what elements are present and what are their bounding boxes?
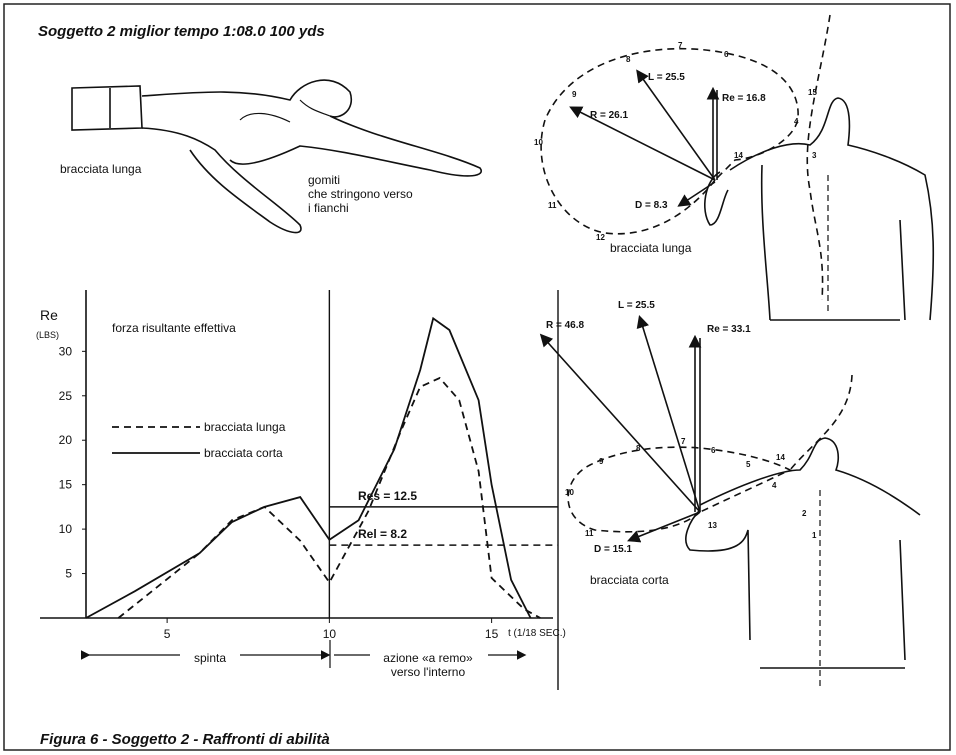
y-tick-label: 25 [59, 389, 73, 403]
point-number: 10 [565, 488, 574, 497]
vector-label: R = 26.1 [590, 110, 629, 121]
point-number: 7 [678, 41, 683, 50]
point-number: 15 [808, 88, 817, 97]
y-tick-label: 20 [59, 433, 73, 447]
point-number: 9 [572, 90, 577, 99]
point-number: 3 [812, 151, 817, 160]
y-axis-unit: (LBS) [36, 330, 59, 340]
x-tick-label: 15 [485, 627, 499, 641]
phase-label: azione «a remo» [383, 651, 473, 665]
figure-heading: Soggetto 2 miglior tempo 1:08.0 100 yds [38, 23, 325, 40]
illustration-label: bracciata lunga [60, 162, 142, 176]
vector-label: R = 46.8 [546, 320, 585, 331]
vector-label: D = 8.3 [635, 200, 668, 211]
phase-label: spinta [194, 651, 226, 665]
series-line [86, 318, 531, 618]
point-number: 9 [599, 457, 604, 466]
point-number: 7 [681, 437, 686, 446]
illustration-note: i fianchi [308, 201, 349, 215]
swimmer-illustration [72, 80, 481, 232]
y-tick-label: 10 [59, 522, 73, 536]
point-number: 2 [802, 509, 807, 518]
x-tick-label: 10 [323, 627, 337, 641]
x-tick-label: 5 [164, 627, 171, 641]
frame [4, 4, 950, 750]
point-number: 5 [746, 460, 751, 469]
vector-label: D = 15.1 [594, 544, 633, 555]
vector-label: Re = 33.1 [707, 324, 751, 335]
point-number: 6 [711, 446, 716, 455]
point-number: 8 [626, 55, 631, 64]
y-tick-label: 15 [59, 478, 73, 492]
diagram-label: bracciata corta [590, 573, 669, 587]
diagram-label: bracciata lunga [610, 241, 692, 255]
point-number: 1 [812, 531, 817, 540]
point-number: 13 [708, 521, 717, 530]
vector-diagram-short [542, 318, 920, 690]
y-axis-label: Re [40, 307, 58, 323]
point-number: 6 [724, 50, 729, 59]
vector-label: Re = 16.8 [722, 93, 766, 104]
point-number: 4 [794, 117, 799, 126]
point-number: 11 [585, 529, 594, 538]
point-number: 14 [734, 151, 743, 160]
y-tick-label: 30 [59, 344, 73, 358]
illustration-note: gomiti [308, 173, 340, 187]
point-number: 10 [534, 138, 543, 147]
page: Soggetto 2 miglior tempo 1:08.0 100 yds … [0, 0, 956, 755]
point-number: 8 [636, 444, 641, 453]
vector-label: L = 25.5 [648, 72, 685, 83]
point-number: 14 [776, 453, 785, 462]
x-axis-label: t (1/18 SEC.) [508, 628, 566, 639]
point-number: 12 [596, 233, 605, 242]
illustration-note: che stringono verso [308, 187, 413, 201]
vector-diagram-long [541, 15, 933, 320]
figure-caption: Figura 6 - Soggetto 2 - Raffronti di abi… [40, 731, 330, 748]
point-number: 4 [772, 481, 777, 490]
legend-label: bracciata corta [204, 446, 283, 460]
point-number: 11 [548, 201, 557, 210]
y-tick-label: 5 [65, 567, 72, 581]
vector-label: L = 25.5 [618, 300, 655, 311]
legend-label: bracciata lunga [204, 420, 286, 434]
reference-label: Res = 12.5 [358, 489, 417, 503]
reference-label: Rel = 8.2 [358, 527, 407, 541]
phase-label: verso l'interno [391, 665, 466, 679]
chart-title: forza risultante effettiva [112, 321, 236, 335]
